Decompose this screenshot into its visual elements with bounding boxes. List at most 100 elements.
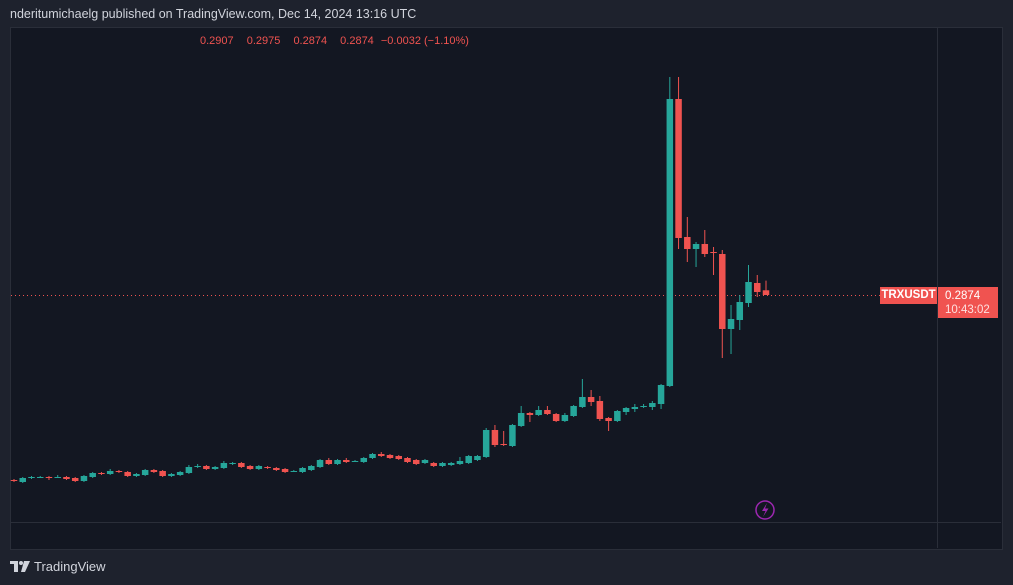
- candle: [561, 413, 569, 422]
- candle: [465, 455, 472, 464]
- candle-body: [325, 460, 333, 464]
- candle: [28, 476, 35, 479]
- candle-body: [45, 477, 53, 478]
- candle-body: [727, 319, 735, 329]
- candle-body: [482, 430, 490, 457]
- candle: [430, 462, 437, 467]
- candle-body: [343, 460, 350, 462]
- candle: [754, 275, 761, 297]
- candle-body: [526, 413, 534, 415]
- candle: [264, 466, 271, 469]
- candle-body: [491, 430, 499, 445]
- candle: [176, 471, 184, 476]
- candle-body: [141, 470, 149, 475]
- candle-body: [229, 463, 236, 464]
- candle: [491, 425, 499, 447]
- candle: [36, 476, 44, 478]
- candle: [360, 457, 368, 463]
- candle: [745, 265, 752, 307]
- candle: [762, 280, 770, 295]
- candles: [10, 77, 770, 483]
- candle-body: [246, 466, 254, 469]
- candle-body: [115, 471, 123, 472]
- candle: [299, 467, 306, 473]
- candle: [736, 295, 744, 330]
- candle: [517, 406, 525, 427]
- candle-body: [159, 471, 166, 476]
- candle-body: [290, 471, 298, 472]
- symbol-label: TRXUSDT: [880, 287, 937, 304]
- candle: [54, 475, 61, 478]
- candle: [10, 479, 18, 482]
- candle: [246, 465, 254, 470]
- candle-body: [430, 463, 437, 466]
- candle: [447, 462, 455, 466]
- candle-body: [500, 444, 507, 445]
- candle-body: [666, 99, 674, 386]
- candle: [535, 406, 542, 416]
- candle-body: [640, 406, 647, 407]
- last-price-value: 0.2874: [945, 290, 981, 302]
- candle: [281, 468, 289, 473]
- candle: [692, 242, 700, 267]
- candle: [386, 454, 394, 459]
- candle: [19, 477, 26, 483]
- candle: [325, 458, 333, 465]
- candle: [684, 217, 691, 262]
- candle: [675, 77, 682, 249]
- candle-body: [308, 466, 315, 470]
- candle-body: [106, 471, 114, 474]
- candle-body: [168, 474, 175, 476]
- candle-body: [378, 454, 385, 456]
- candle-body: [150, 470, 158, 472]
- candle-body: [124, 472, 131, 476]
- candle-body: [745, 282, 752, 303]
- candle: [63, 476, 70, 480]
- candle: [273, 467, 280, 471]
- candle: [211, 466, 219, 470]
- candle: [596, 396, 604, 421]
- candle: [369, 453, 376, 459]
- legend-high: 0.2975: [246, 35, 281, 47]
- candle-body: [614, 411, 621, 421]
- candle-body: [194, 466, 201, 467]
- candle-body: [736, 302, 744, 320]
- candle-body: [71, 478, 79, 481]
- candle-body: [28, 477, 35, 478]
- candle-body: [220, 463, 228, 468]
- candle: [194, 464, 201, 468]
- candle: [71, 477, 79, 482]
- candle-body: [447, 463, 455, 465]
- candle: [710, 247, 717, 275]
- candle: [238, 462, 245, 468]
- tradingview-logo[interactable]: TradingView: [10, 559, 106, 574]
- candle-body: [710, 252, 717, 253]
- candle-body: [63, 477, 70, 479]
- candle-body: [587, 397, 595, 402]
- candle: [141, 469, 149, 476]
- chart-panel[interactable]: [10, 27, 1003, 550]
- candle: [570, 405, 577, 417]
- candle-body: [360, 458, 368, 462]
- ohlc-legend: 0.2907 0.2975 0.2874 0.2874 −0.0032 (−1.…: [200, 35, 479, 47]
- candle: [719, 250, 726, 358]
- candle: [657, 384, 665, 409]
- candle-body: [649, 403, 656, 407]
- candle: [649, 401, 656, 410]
- candle: [587, 390, 595, 406]
- candle: [308, 465, 315, 471]
- candle: [500, 431, 507, 446]
- candle: [404, 457, 411, 463]
- candle-body: [701, 244, 709, 254]
- candle: [115, 470, 123, 473]
- candle: [456, 457, 464, 465]
- candle: [701, 230, 709, 257]
- candle-body: [622, 408, 630, 412]
- candle-body: [316, 460, 324, 467]
- candle: [255, 465, 263, 470]
- candle: [622, 407, 630, 415]
- candle-body: [465, 456, 472, 463]
- candle-body: [404, 458, 411, 462]
- lightning-icon[interactable]: [755, 500, 775, 520]
